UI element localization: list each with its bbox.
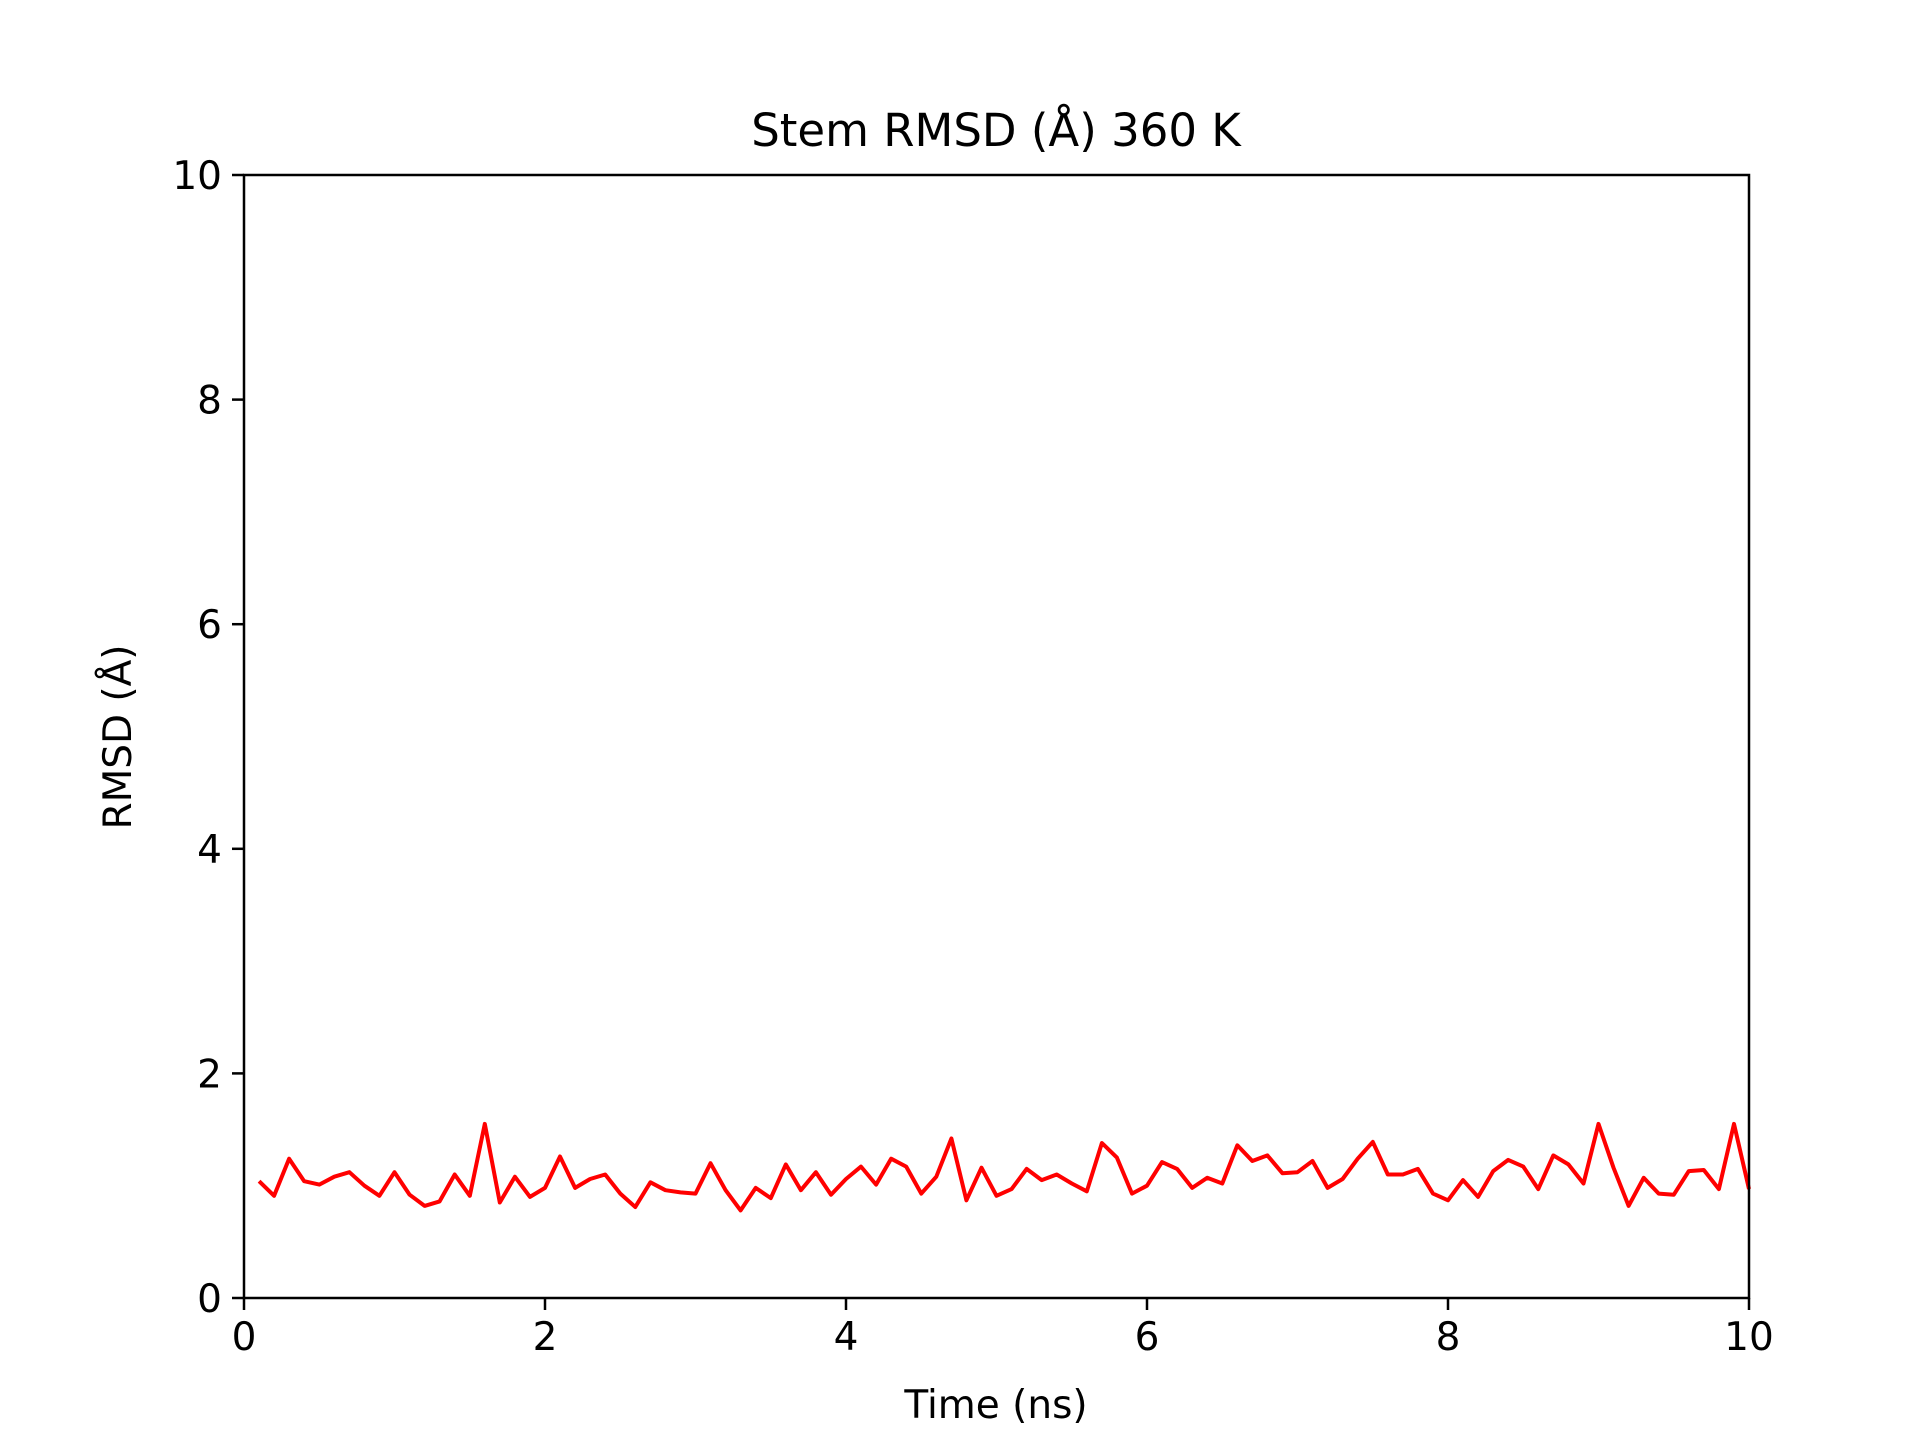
y-tick-label: 8 — [197, 379, 222, 424]
chart-title: Stem RMSD (Å) 360 K — [751, 104, 1242, 157]
x-tick-label: 8 — [1436, 1315, 1461, 1360]
x-axis-ticks: 0 2 4 6 8 10 — [232, 1298, 1774, 1360]
y-tick-label: 4 — [197, 828, 222, 873]
x-tick-label: 6 — [1135, 1315, 1160, 1360]
x-tick-label: 4 — [834, 1315, 859, 1360]
y-tick-label: 6 — [197, 603, 222, 648]
plot-area — [242, 173, 1751, 1300]
y-tick-label: 0 — [197, 1277, 222, 1322]
x-tick-label: 2 — [533, 1315, 558, 1360]
x-tick-label: 0 — [232, 1315, 257, 1360]
y-tick-label: 2 — [197, 1052, 222, 1097]
x-tick-label: 10 — [1724, 1315, 1774, 1360]
y-axis-ticks: 0 2 4 6 8 10 — [172, 154, 244, 1322]
x-axis-label: Time (ns) — [903, 1383, 1087, 1428]
y-tick-label: 10 — [172, 154, 222, 199]
y-axis-label: RMSD (Å) — [94, 644, 141, 829]
axes-frame — [242, 173, 1751, 1300]
series-layer — [257, 1121, 1751, 1213]
rmsd-series-line — [257, 1121, 1751, 1213]
